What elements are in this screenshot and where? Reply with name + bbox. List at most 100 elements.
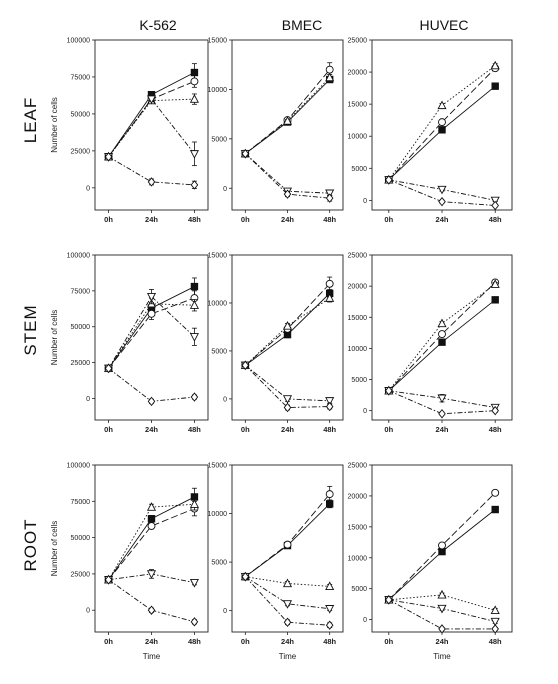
data-point — [385, 386, 393, 396]
series-line — [245, 503, 330, 578]
row-title-root: ROOT — [21, 518, 40, 571]
data-point — [437, 100, 447, 110]
x-tick-label: 0h — [104, 425, 113, 434]
series-filled-square — [385, 82, 499, 184]
data-point — [325, 193, 334, 203]
y-tick-label: 20000 — [348, 284, 368, 291]
y-tick-label: 15000 — [208, 253, 228, 260]
series-line — [108, 579, 195, 623]
series-line — [245, 153, 330, 199]
x-tick-label: 0h — [241, 637, 250, 646]
data-point — [146, 502, 157, 511]
data-point — [190, 68, 199, 77]
data-point — [491, 488, 500, 497]
data-point — [283, 617, 292, 628]
y-tick-label: 0 — [363, 198, 367, 205]
y-tick-label: 25000 — [71, 571, 91, 578]
y-tick-label: 15000 — [348, 315, 368, 322]
data-point — [282, 578, 293, 588]
panel-huvec-leaf: 0 5000 10000 15000 20000 25000 0h 24h 48h — [348, 38, 513, 224]
data-point — [437, 394, 447, 404]
series-line — [388, 282, 496, 392]
y-tick-label: 25000 — [71, 360, 91, 367]
x-tick-label: 0h — [241, 215, 250, 224]
series-line — [108, 72, 195, 158]
y-tick-label: 20000 — [348, 493, 368, 500]
row-title-stem: STEM — [21, 304, 40, 355]
data-point — [438, 541, 446, 550]
series-line — [245, 153, 330, 194]
y-tick-label: 10000 — [208, 300, 228, 307]
plot-frame — [94, 254, 209, 421]
panel-huvec-stem: 0 5000 10000 15000 20000 25000 0h 24h 48h — [348, 253, 513, 434]
series-line — [108, 295, 195, 369]
y-tick-label: 100000 — [67, 253, 90, 260]
series-filled-square — [385, 505, 499, 604]
data-point — [325, 65, 334, 74]
series-line — [108, 98, 195, 158]
y-tick-label: 0 — [86, 185, 90, 192]
x-tick-label: 48h — [489, 215, 502, 224]
y-tick-label: 10000 — [348, 555, 368, 562]
panel-bmec-root: 0 5000 10000 15000 0h 24h 48h Time — [208, 463, 344, 661]
data-point — [385, 175, 393, 185]
y-tick-label: 75000 — [71, 288, 91, 295]
x-tick-label: 0h — [241, 425, 250, 434]
x-axis-label: Time — [143, 652, 161, 661]
data-point — [438, 196, 446, 207]
series-open-triangle-down — [240, 361, 335, 406]
x-tick-label: 48h — [323, 425, 336, 434]
y-tick-label: 0 — [223, 186, 227, 193]
y-tick-label: 15000 — [208, 38, 228, 45]
data-point — [190, 77, 199, 86]
data-point — [438, 338, 446, 346]
series-open-triangle-up — [240, 72, 335, 158]
data-point — [283, 402, 292, 413]
panel-k562-stem: 0 25000 50000 75000 100000 0h 24h 48h Number of … — [50, 253, 209, 434]
x-tick-label: 48h — [188, 637, 201, 646]
panel-huvec-root: 0 5000 10000 15000 20000 25000 0h 24h 48h Time — [348, 463, 513, 661]
data-point — [282, 321, 293, 330]
data-point — [104, 575, 113, 585]
data-point — [325, 490, 334, 499]
data-point — [325, 279, 334, 288]
y-tick-label: 25000 — [348, 38, 368, 45]
series-line — [245, 77, 331, 155]
y-tick-label: 5000 — [351, 377, 367, 384]
series-filled-square — [241, 499, 334, 581]
series-filled-square — [104, 63, 199, 161]
y-tick-label: 50000 — [71, 535, 91, 542]
data-point — [490, 279, 500, 288]
data-point — [491, 405, 499, 416]
series-open-diamond — [241, 360, 334, 413]
data-point — [147, 522, 156, 530]
data-point — [491, 505, 499, 514]
y-tick-label: 100000 — [67, 463, 90, 470]
y-tick-label: 5000 — [211, 348, 227, 355]
data-point — [283, 189, 292, 199]
series-open-diamond — [241, 571, 334, 630]
y-tick-label: 5000 — [211, 136, 227, 143]
series-open-diamond — [241, 148, 334, 203]
x-tick-label: 48h — [323, 637, 336, 646]
y-tick-label: 5000 — [211, 560, 227, 567]
data-point — [241, 360, 250, 371]
series-filled-square — [385, 296, 499, 395]
column-title-bmec: BMEC — [282, 17, 322, 33]
series-open-diamond — [385, 386, 499, 419]
y-tick-label: 50000 — [71, 111, 91, 118]
data-point — [325, 397, 335, 406]
data-point — [491, 82, 499, 90]
data-point — [325, 293, 335, 302]
data-point — [282, 600, 293, 609]
y-tick-label: 15000 — [208, 463, 228, 470]
data-point — [104, 363, 113, 374]
y-tick-label: 75000 — [71, 74, 91, 81]
data-point — [437, 185, 447, 195]
y-axis-label: Number of cells — [50, 310, 59, 366]
y-tick-label: 0 — [363, 408, 367, 415]
data-point — [189, 578, 199, 588]
y-tick-label: 15000 — [348, 524, 368, 531]
data-point — [491, 624, 499, 634]
y-tick-label: 25000 — [348, 253, 368, 260]
